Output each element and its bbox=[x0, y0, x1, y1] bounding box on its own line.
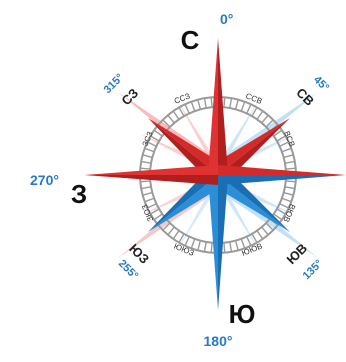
ne-label: СВ bbox=[293, 85, 317, 109]
diagonal-arms bbox=[148, 118, 290, 232]
arm-north-left bbox=[208, 38, 218, 175]
ring-tick bbox=[279, 203, 289, 209]
ring-tick bbox=[281, 197, 292, 203]
ring-tick bbox=[210, 242, 213, 253]
ring-tick bbox=[150, 208, 160, 215]
ring-tick bbox=[261, 114, 269, 124]
north-label: С bbox=[181, 25, 200, 55]
arm-nw-b bbox=[148, 118, 218, 182]
ring-tick bbox=[140, 167, 151, 170]
ring-tick bbox=[203, 98, 207, 109]
ring-tick bbox=[144, 147, 155, 153]
west-label: З bbox=[71, 179, 87, 209]
arm-sw-a bbox=[148, 175, 226, 232]
west-degrees: 270° bbox=[30, 172, 59, 188]
ring-tick bbox=[279, 141, 289, 147]
ring-tick bbox=[167, 226, 175, 236]
ring-tick bbox=[240, 238, 246, 249]
arm-se-a bbox=[210, 175, 290, 232]
ring-tick bbox=[142, 154, 153, 159]
ring-tick bbox=[197, 99, 202, 110]
arm-east-bottom bbox=[218, 175, 346, 185]
ring-tick bbox=[172, 110, 180, 120]
ring-tick bbox=[144, 197, 155, 203]
ring-tick bbox=[229, 98, 233, 109]
ring-tick bbox=[153, 129, 163, 137]
ring-tick bbox=[223, 242, 226, 253]
ring-tick bbox=[281, 147, 292, 153]
ring-tick bbox=[251, 233, 258, 243]
ring-tick bbox=[261, 226, 269, 236]
ring-tick bbox=[285, 180, 296, 183]
ring-tick bbox=[147, 203, 157, 209]
label-sse: ЮЮВ bbox=[240, 241, 263, 257]
ring-tick bbox=[256, 230, 264, 240]
ring-tick bbox=[184, 236, 190, 246]
ring-tick bbox=[276, 135, 286, 142]
ring-tick bbox=[234, 99, 239, 110]
ring-tick bbox=[203, 241, 207, 252]
se-degrees: 135° bbox=[301, 258, 326, 283]
ring-tick bbox=[284, 186, 295, 190]
ring-tick bbox=[246, 236, 252, 246]
ring-tick bbox=[167, 114, 175, 124]
ring-tick bbox=[283, 191, 294, 196]
north-degrees: 0° bbox=[220, 11, 233, 27]
ring-tick bbox=[251, 107, 258, 117]
ring-tick bbox=[140, 180, 151, 183]
ring-tick bbox=[178, 233, 185, 243]
arm-nw-a bbox=[148, 118, 226, 175]
south-degrees: 180° bbox=[204, 333, 233, 349]
arm-east-top bbox=[218, 165, 346, 175]
ring-tick bbox=[190, 238, 196, 249]
ring-tick bbox=[223, 97, 226, 108]
ring-tick bbox=[184, 104, 190, 114]
ring-tick bbox=[150, 135, 160, 142]
ring-tick bbox=[190, 101, 196, 112]
ring-tick bbox=[162, 222, 171, 231]
ring-tick bbox=[265, 119, 274, 128]
ring-tick bbox=[234, 240, 239, 251]
ring-tick bbox=[240, 101, 246, 112]
arm-ne-b bbox=[218, 118, 290, 182]
ring-tick bbox=[178, 107, 185, 117]
arm-west-top bbox=[84, 165, 218, 175]
ring-tick bbox=[229, 241, 233, 252]
nw-label: СЗ bbox=[118, 85, 141, 108]
arm-ne-a bbox=[210, 118, 290, 175]
ring-tick bbox=[147, 141, 157, 147]
ring-tick bbox=[284, 160, 295, 164]
arm-south-left bbox=[208, 175, 218, 310]
label-nne: ССВ bbox=[244, 91, 263, 106]
cardinal-arms bbox=[84, 38, 346, 310]
ring-tick bbox=[246, 104, 252, 114]
arm-se-b bbox=[218, 168, 290, 232]
ring-tick bbox=[197, 240, 202, 251]
ring-tick bbox=[153, 213, 163, 221]
ring-tick bbox=[276, 208, 286, 215]
ring-tick bbox=[172, 230, 180, 240]
ring-tick bbox=[256, 110, 264, 120]
ring-tick bbox=[285, 167, 296, 170]
arm-north-right bbox=[218, 38, 228, 175]
arm-sw-b bbox=[148, 168, 218, 232]
ring-tick bbox=[265, 222, 274, 231]
ring-tick bbox=[210, 97, 213, 108]
ne-degrees: 45° bbox=[311, 74, 331, 94]
ring-tick bbox=[141, 186, 152, 190]
ring-tick bbox=[273, 213, 283, 221]
ring-tick bbox=[162, 119, 171, 128]
se-label: ЮВ bbox=[283, 240, 310, 267]
south-label: Ю bbox=[229, 299, 256, 329]
ring-tick bbox=[283, 154, 294, 159]
ring-tick bbox=[141, 160, 152, 164]
arm-west-bottom bbox=[84, 175, 218, 185]
arm-south-right bbox=[218, 175, 228, 310]
ring-tick bbox=[142, 191, 153, 196]
ring-tick bbox=[273, 129, 283, 137]
label-ssw: ЮЮЗ bbox=[173, 242, 196, 258]
